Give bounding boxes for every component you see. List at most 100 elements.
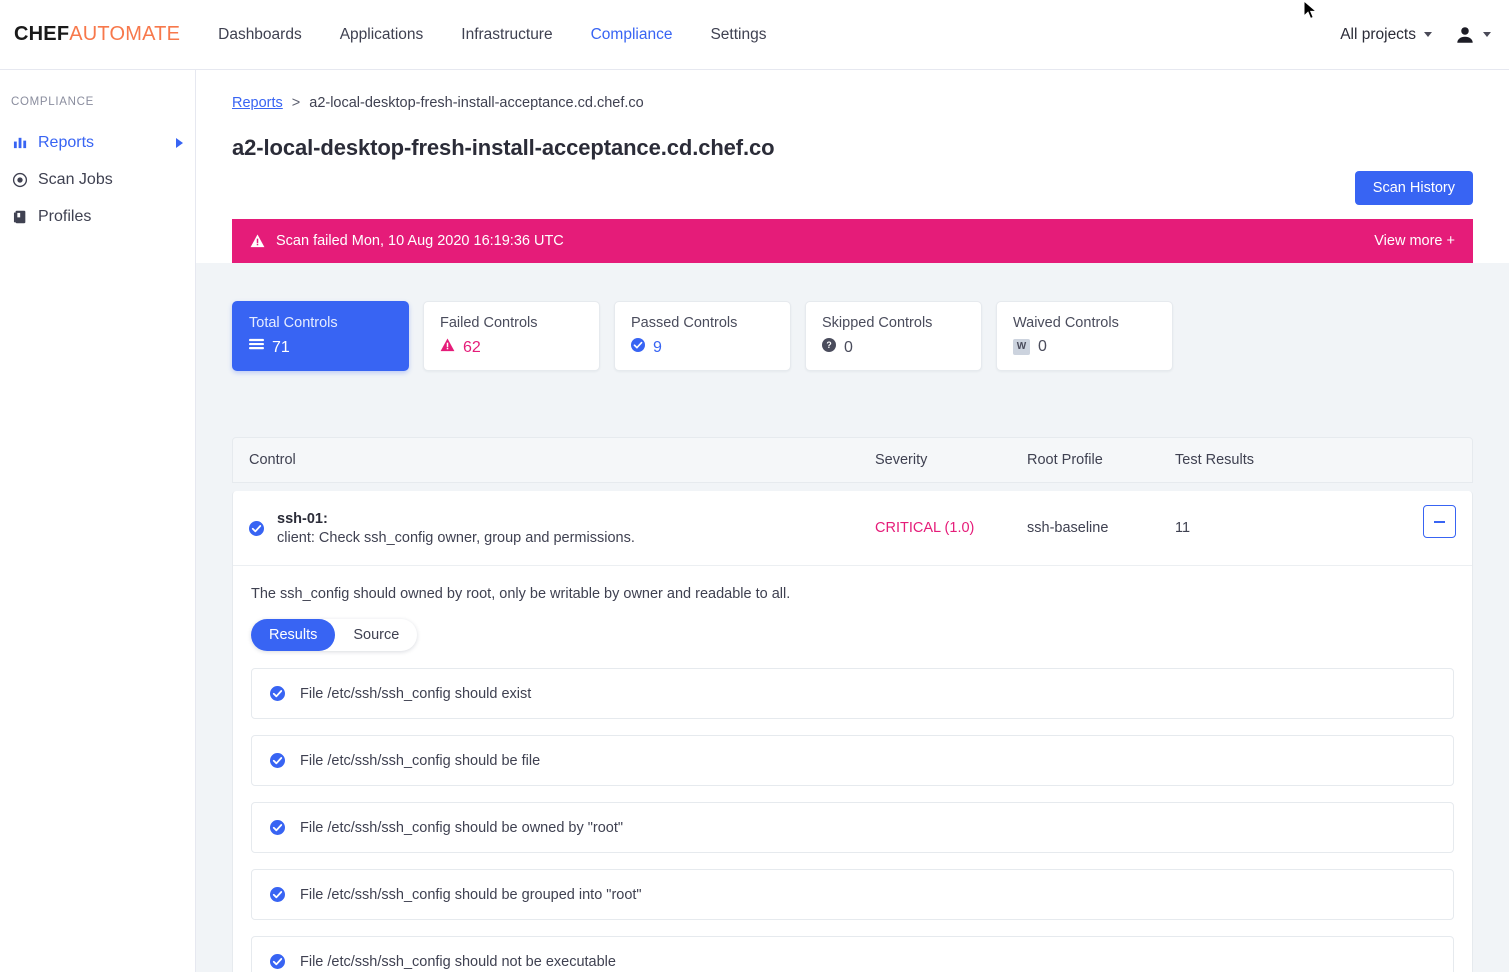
stat-card-label: Skipped Controls (822, 315, 933, 331)
minus-icon (1434, 520, 1445, 523)
page-title: a2-local-desktop-fresh-install-acceptanc… (232, 135, 775, 160)
bar-chart-icon (11, 135, 29, 150)
stat-card-label: Waived Controls (1013, 315, 1119, 331)
nav-item-infrastructure[interactable]: Infrastructure (461, 25, 553, 43)
stat-card-passed-controls[interactable]: Passed Controls 9 (614, 301, 791, 371)
stat-card-value: 0 (844, 338, 853, 356)
column-header-control: Control (249, 452, 296, 468)
control-cell: ssh-01: client: Check ssh_config owner, … (233, 511, 875, 546)
alert-view-more-link[interactable]: View more + (1374, 233, 1455, 249)
table-row: ssh-01: client: Check ssh_config owner, … (232, 491, 1473, 972)
page-header: Reports > a2-local-desktop-fresh-install… (196, 70, 1509, 213)
stat-card-value: 9 (653, 338, 662, 356)
sidebar-item-label: Scan Jobs (38, 170, 113, 188)
nav-right-group: All projects (1340, 24, 1491, 46)
collapse-row-button[interactable] (1423, 505, 1456, 538)
list-item[interactable]: File /etc/ssh/ssh_config should not be e… (251, 936, 1454, 972)
stat-card-total-controls[interactable]: Total Controls 71 (232, 301, 409, 371)
stat-card-group: Total Controls 71 Failed Controls 62 (232, 301, 1473, 371)
list-item-label: File /etc/ssh/ssh_config should be group… (300, 886, 642, 903)
sidebar-item-label: Reports (38, 133, 95, 151)
project-selector[interactable]: All projects (1340, 26, 1432, 44)
control-description: client: Check ssh_config owner, group an… (277, 529, 635, 546)
control-detail-panel: The ssh_config should owned by root, onl… (233, 565, 1472, 972)
column-header-root-profile: Root Profile (1027, 452, 1103, 468)
sidebar: COMPLIANCE Reports Scan Jobs Profiles (0, 70, 196, 972)
check-circle-icon (631, 338, 645, 357)
check-circle-icon (270, 887, 285, 902)
stat-card-value: 71 (272, 338, 290, 356)
stat-card-value: 62 (463, 338, 481, 356)
tab-results[interactable]: Results (251, 619, 336, 651)
brand-automate-text: AUTOMATE (69, 23, 181, 45)
nav-item-compliance[interactable]: Compliance (590, 25, 673, 43)
stat-card-value-row: 62 (440, 338, 585, 357)
user-menu[interactable] (1454, 24, 1491, 46)
primary-nav: Dashboards Applications Infrastructure C… (218, 26, 804, 44)
tab-source[interactable]: Source (335, 619, 417, 651)
test-results-list: File /etc/ssh/ssh_config should exist Fi… (251, 668, 1454, 972)
stat-card-label: Total Controls (249, 315, 338, 331)
breadcrumb-current: a2-local-desktop-fresh-install-acceptanc… (309, 95, 644, 111)
detail-tab-group: Results Source (251, 619, 418, 651)
control-summary-row[interactable]: ssh-01: client: Check ssh_config owner, … (233, 491, 1472, 565)
column-header-test-results: Test Results (1175, 452, 1254, 468)
sidebar-item-profiles[interactable]: Profiles (0, 198, 195, 235)
waived-w-badge-icon: W (1013, 339, 1030, 355)
nav-item-dashboards[interactable]: Dashboards (218, 25, 302, 43)
stat-card-failed-controls[interactable]: Failed Controls 62 (423, 301, 600, 371)
stat-card-value: 0 (1038, 338, 1047, 355)
page-body: Total Controls 71 Failed Controls 62 (196, 263, 1509, 972)
control-severity: CRITICAL (1.0) (875, 520, 975, 536)
list-lines-icon (249, 338, 264, 357)
check-circle-icon (270, 954, 285, 969)
breadcrumb-link-reports[interactable]: Reports (232, 95, 283, 111)
stat-card-value-row: 9 (631, 338, 776, 357)
column-header-severity: Severity (875, 452, 928, 468)
stat-card-value-row: 71 (249, 338, 394, 357)
controls-table: Control Severity Root Profile Test Resul… (232, 437, 1473, 972)
stat-card-value-row: ? 0 (822, 338, 967, 357)
control-id: ssh-01: (277, 510, 328, 527)
sidebar-item-scan-jobs[interactable]: Scan Jobs (0, 161, 195, 198)
list-item-label: File /etc/ssh/ssh_config should not be e… (300, 953, 616, 970)
control-text-block: ssh-01: client: Check ssh_config owner, … (277, 511, 635, 546)
nav-item-applications[interactable]: Applications (339, 25, 424, 43)
target-icon (11, 172, 29, 188)
list-item[interactable]: File /etc/ssh/ssh_config should exist (251, 668, 1454, 719)
scan-history-button[interactable]: Scan History (1354, 171, 1473, 205)
book-icon (11, 209, 29, 225)
stat-card-waived-controls[interactable]: Waived Controls W 0 (996, 301, 1173, 371)
chevron-down-icon (1483, 32, 1491, 37)
list-item-label: File /etc/ssh/ssh_config should exist (300, 685, 532, 702)
check-circle-icon (270, 753, 285, 768)
page-actions: Scan History (232, 161, 1473, 213)
sidebar-item-reports[interactable]: Reports (0, 124, 195, 161)
breadcrumb: Reports > a2-local-desktop-fresh-install… (232, 70, 1473, 111)
main-content: Reports > a2-local-desktop-fresh-install… (196, 70, 1509, 972)
warning-triangle-icon (250, 234, 265, 248)
svg-text:?: ? (826, 340, 831, 350)
mouse-cursor (1303, 0, 1319, 27)
control-test-results: 11 (1175, 520, 1191, 536)
list-item[interactable]: File /etc/ssh/ssh_config should be group… (251, 869, 1454, 920)
check-circle-icon (249, 520, 264, 536)
user-avatar-icon (1454, 24, 1476, 46)
list-item[interactable]: File /etc/ssh/ssh_config should be owned… (251, 802, 1454, 853)
stat-card-label: Passed Controls (631, 315, 738, 331)
stat-card-label: Failed Controls (440, 315, 538, 331)
brand-chef-text: CHEF (14, 23, 70, 45)
stat-card-skipped-controls[interactable]: Skipped Controls ? 0 (805, 301, 982, 371)
warning-triangle-icon (440, 338, 455, 357)
table-header-row: Control Severity Root Profile Test Resul… (232, 437, 1473, 483)
breadcrumb-separator: > (291, 95, 301, 111)
project-selector-label: All projects (1340, 25, 1416, 43)
list-item-label: File /etc/ssh/ssh_config should be file (300, 752, 541, 769)
brand-logo[interactable]: CHEFAUTOMATE (14, 23, 180, 46)
alert-message: Scan failed Mon, 10 Aug 2020 16:19:36 UT… (276, 233, 564, 249)
control-detail-description: The ssh_config should owned by root, onl… (251, 586, 791, 602)
nav-item-settings[interactable]: Settings (710, 25, 767, 43)
list-item-label: File /etc/ssh/ssh_config should be owned… (300, 819, 624, 836)
check-circle-icon (270, 686, 285, 701)
list-item[interactable]: File /etc/ssh/ssh_config should be file (251, 735, 1454, 786)
